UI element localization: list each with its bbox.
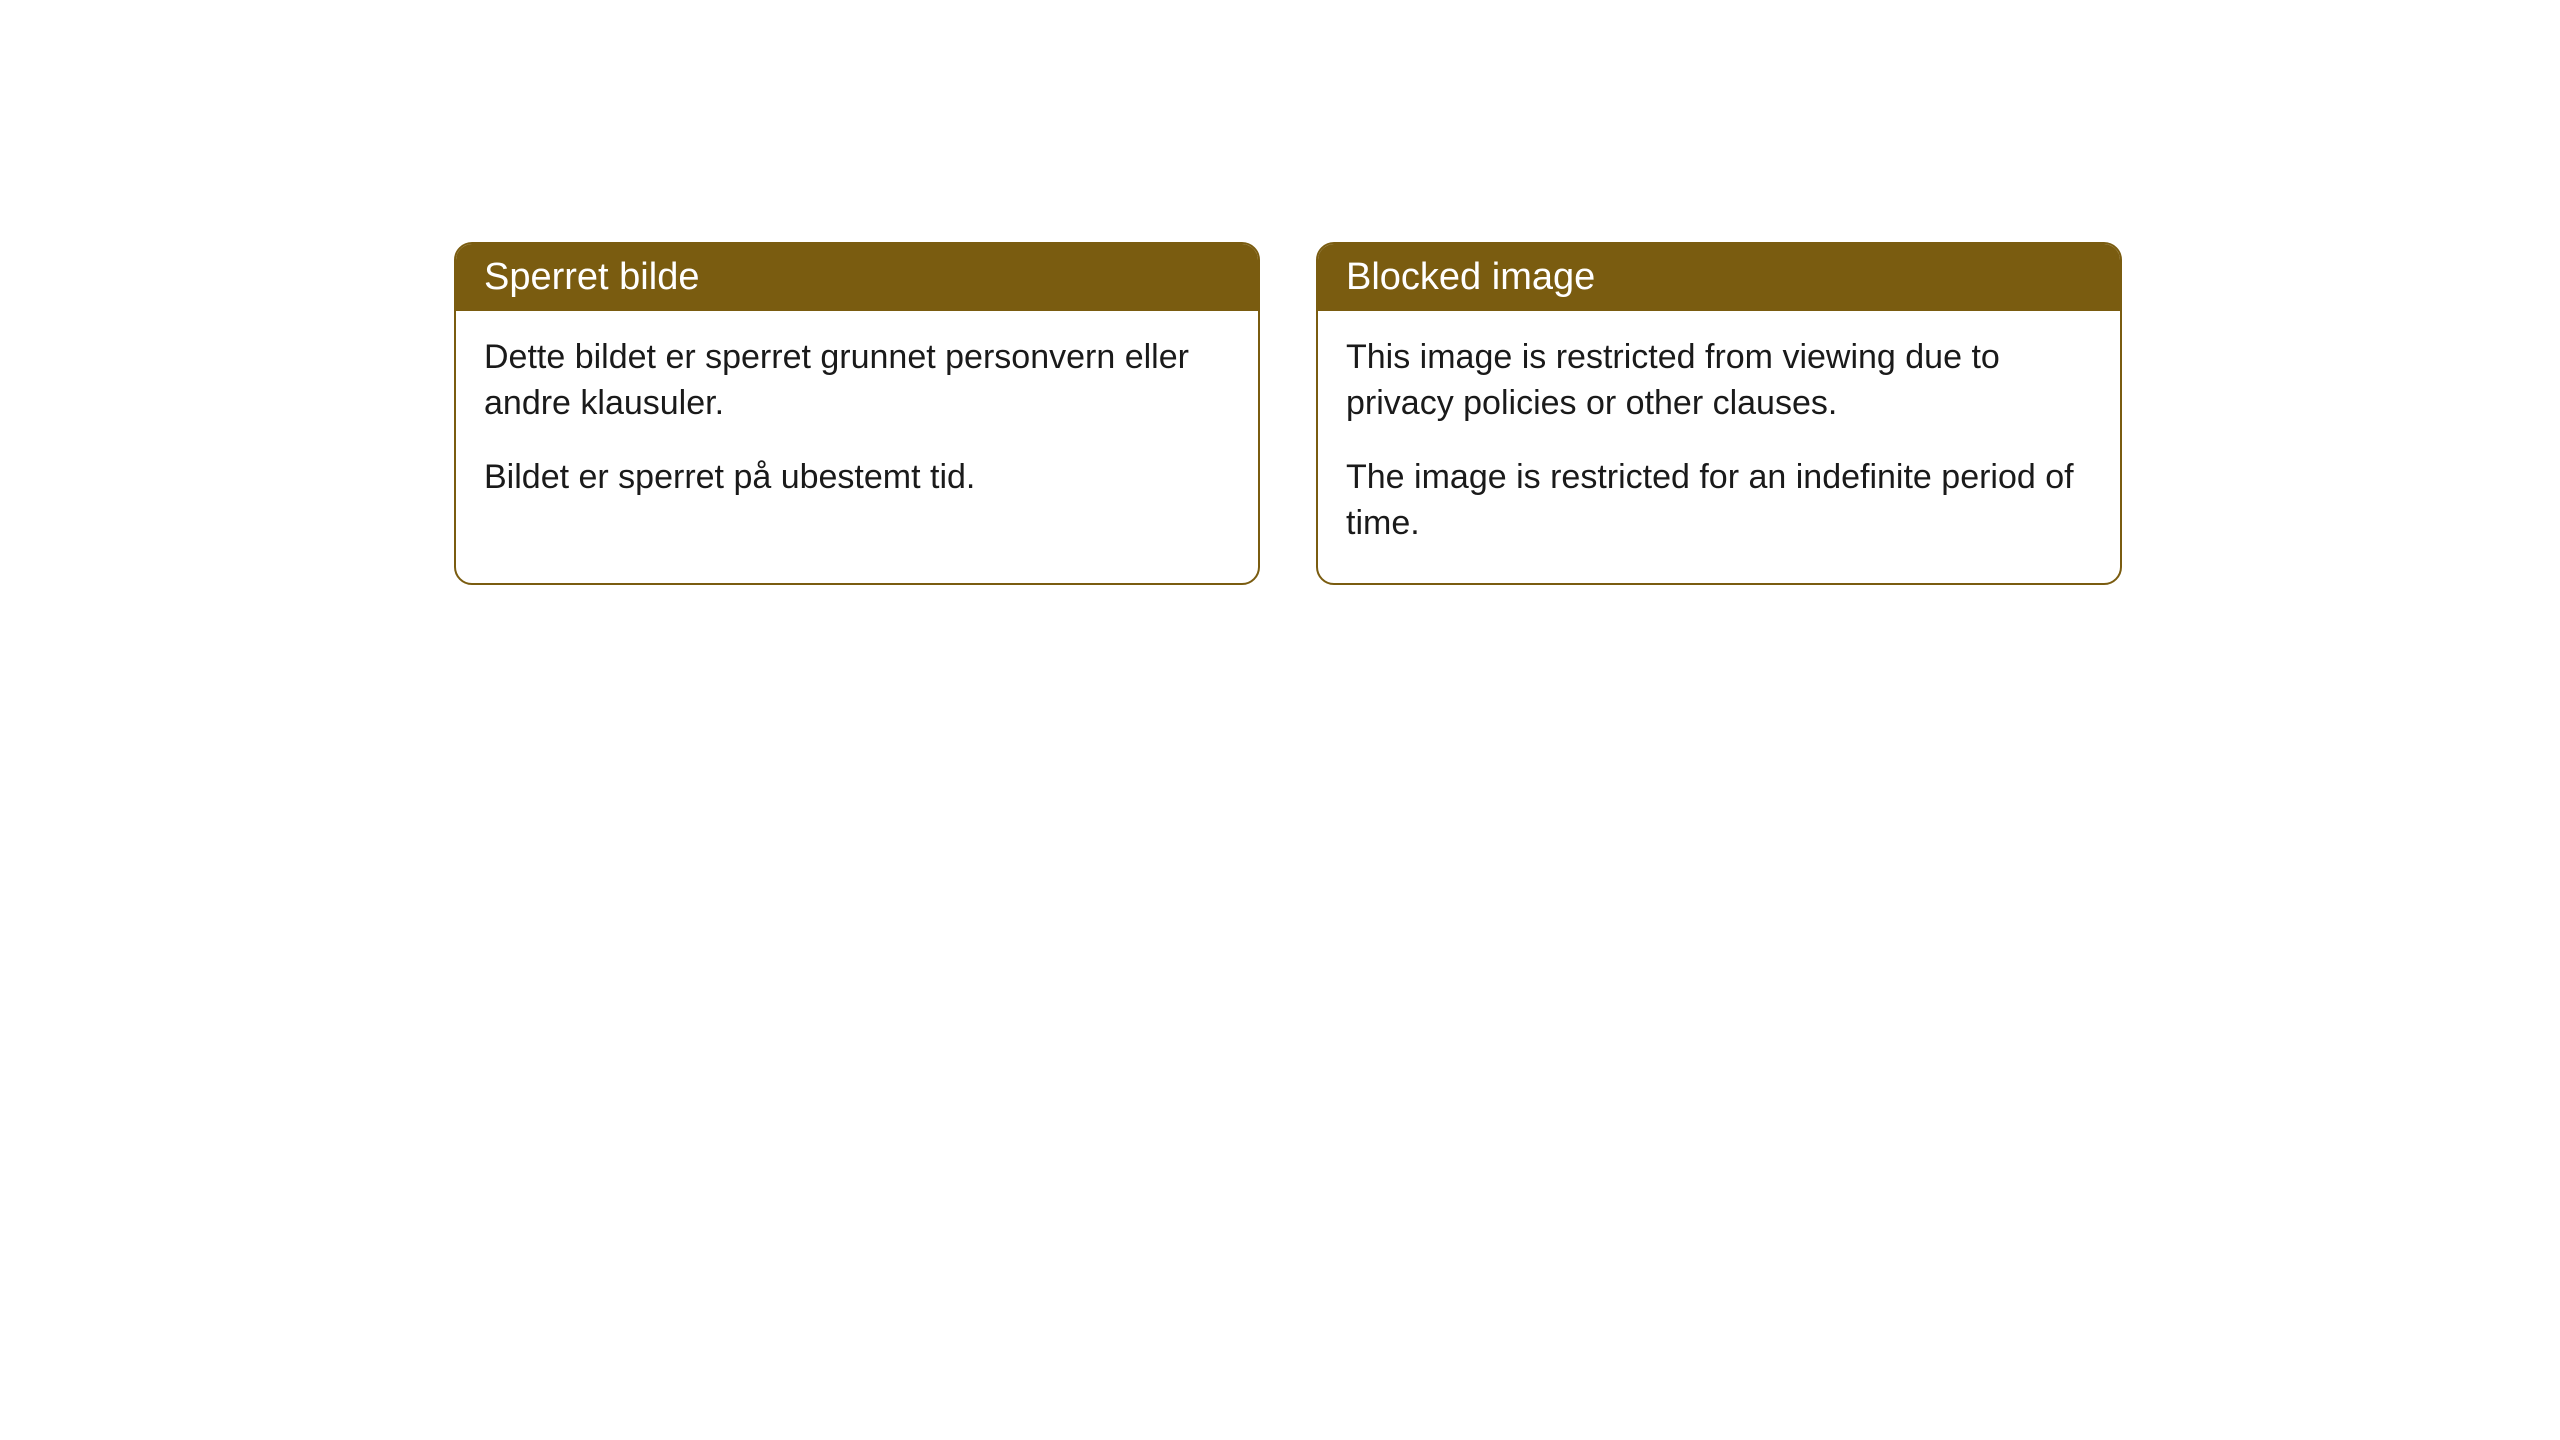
notice-cards-container: Sperret bilde Dette bildet er sperret gr… [0, 0, 2560, 585]
card-header: Sperret bilde [456, 244, 1258, 311]
notice-paragraph-1: This image is restricted from viewing du… [1346, 335, 2092, 427]
card-body: This image is restricted from viewing du… [1318, 311, 2120, 583]
card-title: Blocked image [1346, 256, 1595, 298]
blocked-image-card-norwegian: Sperret bilde Dette bildet er sperret gr… [454, 242, 1260, 585]
notice-paragraph-2: The image is restricted for an indefinit… [1346, 455, 2092, 547]
notice-paragraph-1: Dette bildet er sperret grunnet personve… [484, 335, 1230, 427]
notice-paragraph-2: Bildet er sperret på ubestemt tid. [484, 455, 1230, 501]
card-header: Blocked image [1318, 244, 2120, 311]
card-body: Dette bildet er sperret grunnet personve… [456, 311, 1258, 537]
card-title: Sperret bilde [484, 256, 699, 298]
blocked-image-card-english: Blocked image This image is restricted f… [1316, 242, 2122, 585]
